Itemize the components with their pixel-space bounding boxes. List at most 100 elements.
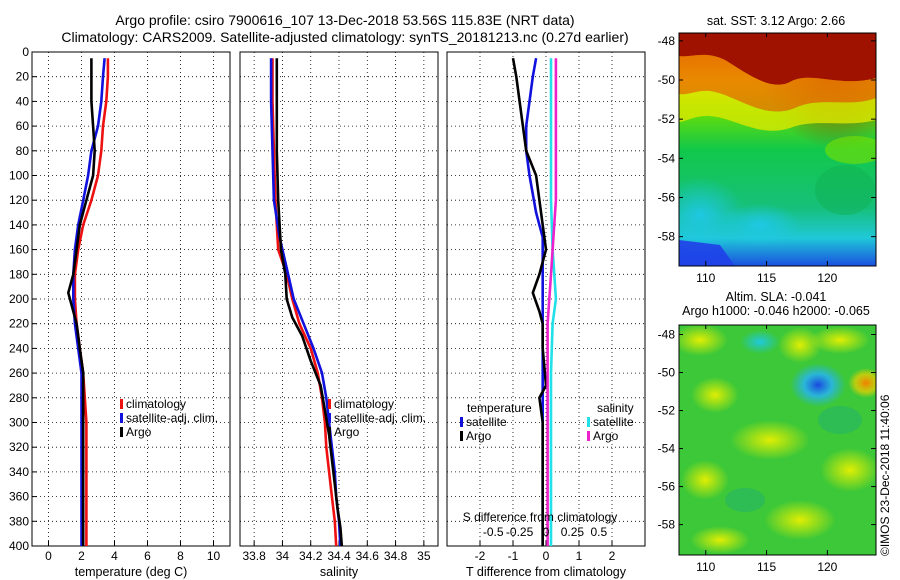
difference-xtick-label: 1: [576, 549, 583, 563]
salinity-legend-label: climatology: [334, 397, 394, 411]
figure-title-line1: Argo profile: csiro 7900616_107 13-Dec-2…: [115, 12, 574, 28]
imos-watermark: ©IMOS 23-Dec-2018 11:40:06: [878, 394, 892, 556]
temperature-xtick-label: 10: [207, 549, 221, 563]
difference-xtick-label: -1: [508, 549, 519, 563]
sst-lat-label: -52: [658, 112, 676, 126]
salinity-xtick-label: 34.8: [384, 549, 408, 563]
figure-title-line2: Climatology: CARS2009. Satellite-adjuste…: [61, 29, 628, 45]
diff-legend-title-salinity: salinity: [597, 401, 634, 415]
sst-lon-label: 115: [757, 271, 776, 285]
depth-tick-label: 100: [9, 169, 29, 183]
depth-tick-label: 120: [9, 193, 29, 207]
temperature-legend-label: climatology: [126, 397, 186, 411]
temperature-xtick-label: 2: [78, 549, 85, 563]
salinity-series-argo: [275, 58, 344, 547]
depth-tick-label: 220: [9, 317, 29, 331]
sla-lat-label: -58: [658, 518, 676, 532]
diff-legend-swatch: [587, 417, 590, 427]
sla-lat-label: -48: [658, 328, 676, 342]
diff-legend-swatch: [460, 431, 463, 441]
sst-lat-label: -50: [658, 73, 676, 87]
salinity-xtick-label: 34: [276, 549, 290, 563]
sst-lat-label: -48: [658, 34, 676, 48]
salinity-xtick-label: 35: [417, 549, 431, 563]
salinity-xlabel: salinity: [320, 565, 359, 579]
depth-tick-label: 300: [9, 416, 29, 430]
sla-lat-label: -52: [658, 404, 676, 418]
difference-panel: -2 -1 0 1 2 T difference from climatology temp…: [446, 51, 646, 579]
diff-legend-label: Argo: [593, 429, 619, 443]
s-difference-tick-label: 0.25: [561, 525, 585, 539]
temperature-series-satellite-adj-clim-: [72, 58, 106, 546]
salinity-panel: 33.8 34 34.2 34.4 34.6 34.8 35 salinity climatol…: [239, 51, 439, 579]
sst-lat-label: -54: [658, 151, 676, 165]
sla-map-title-line1: Altim. SLA: -0.041: [726, 290, 827, 304]
sla-lon-label: 110: [696, 560, 715, 574]
sst-map-title: sat. SST: 3.12 Argo: 2.66: [707, 14, 845, 28]
salinity-series-climatology: [271, 58, 338, 547]
difference-xtick-label: -2: [475, 549, 486, 563]
sla-map-field: [679, 325, 876, 555]
difference-xlabel: T difference from climatology: [466, 565, 627, 579]
sst-map: sat. SST: 3.12 Argo: 2.66 -48 -50 -52 -54 -5…: [658, 14, 877, 285]
temperature-panel: 0 2 4 6 8 10 temperature (deg C) 0 20 40 60 80 100 12…: [9, 45, 231, 579]
temperature-legend-swatch: [120, 399, 123, 409]
difference-series-s-argo: [546, 58, 558, 546]
depth-tick-label: 240: [9, 341, 29, 355]
diff-legend-title-temperature: temperature: [467, 401, 532, 415]
salinity-grid: [240, 51, 438, 547]
difference-xtick-label: 2: [609, 549, 616, 563]
depth-tick-label: 160: [9, 243, 29, 257]
diff-legend-swatch: [460, 417, 463, 427]
temperature-xtick-label: 6: [144, 549, 151, 563]
diff-legend-swatch: [587, 431, 590, 441]
s-difference-axis-label: S difference from climatology: [463, 510, 618, 524]
depth-tick-label: 200: [9, 292, 29, 306]
difference-series-t-satellite: [524, 57, 545, 546]
depth-tick-label: 80: [16, 144, 30, 158]
temperature-xtick-label: 4: [111, 549, 118, 563]
salinity-legend-label: satellite-adj. clim.: [334, 411, 426, 425]
salinity-legend-swatch: [328, 399, 331, 409]
sst-lon-label: 110: [696, 271, 715, 285]
salinity-legend-swatch: [328, 427, 331, 437]
sla-map-frame: [678, 324, 877, 556]
depth-tick-label: 400: [9, 539, 29, 553]
salinity-legend-swatch: [328, 413, 331, 423]
diff-legend-label: satellite: [466, 415, 507, 429]
sst-lat-label: -58: [658, 230, 676, 244]
sla-map-axes: -48 -50 -52 -54 -56 -58 110 115 120: [658, 325, 876, 574]
diff-legend-label: Argo: [466, 429, 492, 443]
depth-tick-label: 40: [16, 94, 30, 108]
temperature-series-climatology: [73, 58, 110, 546]
temperature-xlabel: temperature (deg C): [75, 565, 188, 579]
s-difference-tick-label: -0.5: [483, 525, 504, 539]
s-difference-tick-label: -0.25: [506, 525, 534, 539]
salinity-xtick-label: 33.8: [242, 549, 266, 563]
sla-map-title-line2: Argo h1000: -0.046 h2000: -0.065: [682, 304, 870, 318]
sst-lat-label: -56: [658, 190, 676, 204]
salinity-legend-label: Argo: [334, 425, 360, 439]
sla-lat-label: -50: [658, 366, 676, 380]
sst-map-axes: -48 -50 -52 -54 -56 -58 110 115 120: [658, 33, 876, 285]
sst-lon-label: 120: [817, 271, 837, 285]
depth-tick-label: 320: [9, 440, 29, 454]
temperature-xtick-label: 8: [177, 549, 184, 563]
diff-legend-label: satellite: [593, 415, 634, 429]
sla-lat-label: -54: [658, 442, 676, 456]
temperature-legend-swatch: [120, 427, 123, 437]
temperature-grid: [32, 51, 230, 547]
temperature-legend-label: Argo: [126, 425, 152, 439]
temperature-legend-label: satellite-adj. clim.: [126, 411, 218, 425]
salinity-xtick-label: 34.4: [327, 549, 351, 563]
depth-tick-label: 20: [16, 70, 30, 84]
temperature-xtick-label: 0: [45, 549, 52, 563]
depth-tick-label: 380: [9, 514, 29, 528]
sst-map-field: [679, 33, 876, 266]
depth-tick-label: 180: [9, 267, 29, 281]
depth-tick-label: 140: [9, 218, 29, 232]
sla-lon-label: 115: [757, 560, 776, 574]
difference-series-t-argo: [511, 57, 548, 546]
s-difference-tick-label: 0.5: [590, 525, 607, 539]
